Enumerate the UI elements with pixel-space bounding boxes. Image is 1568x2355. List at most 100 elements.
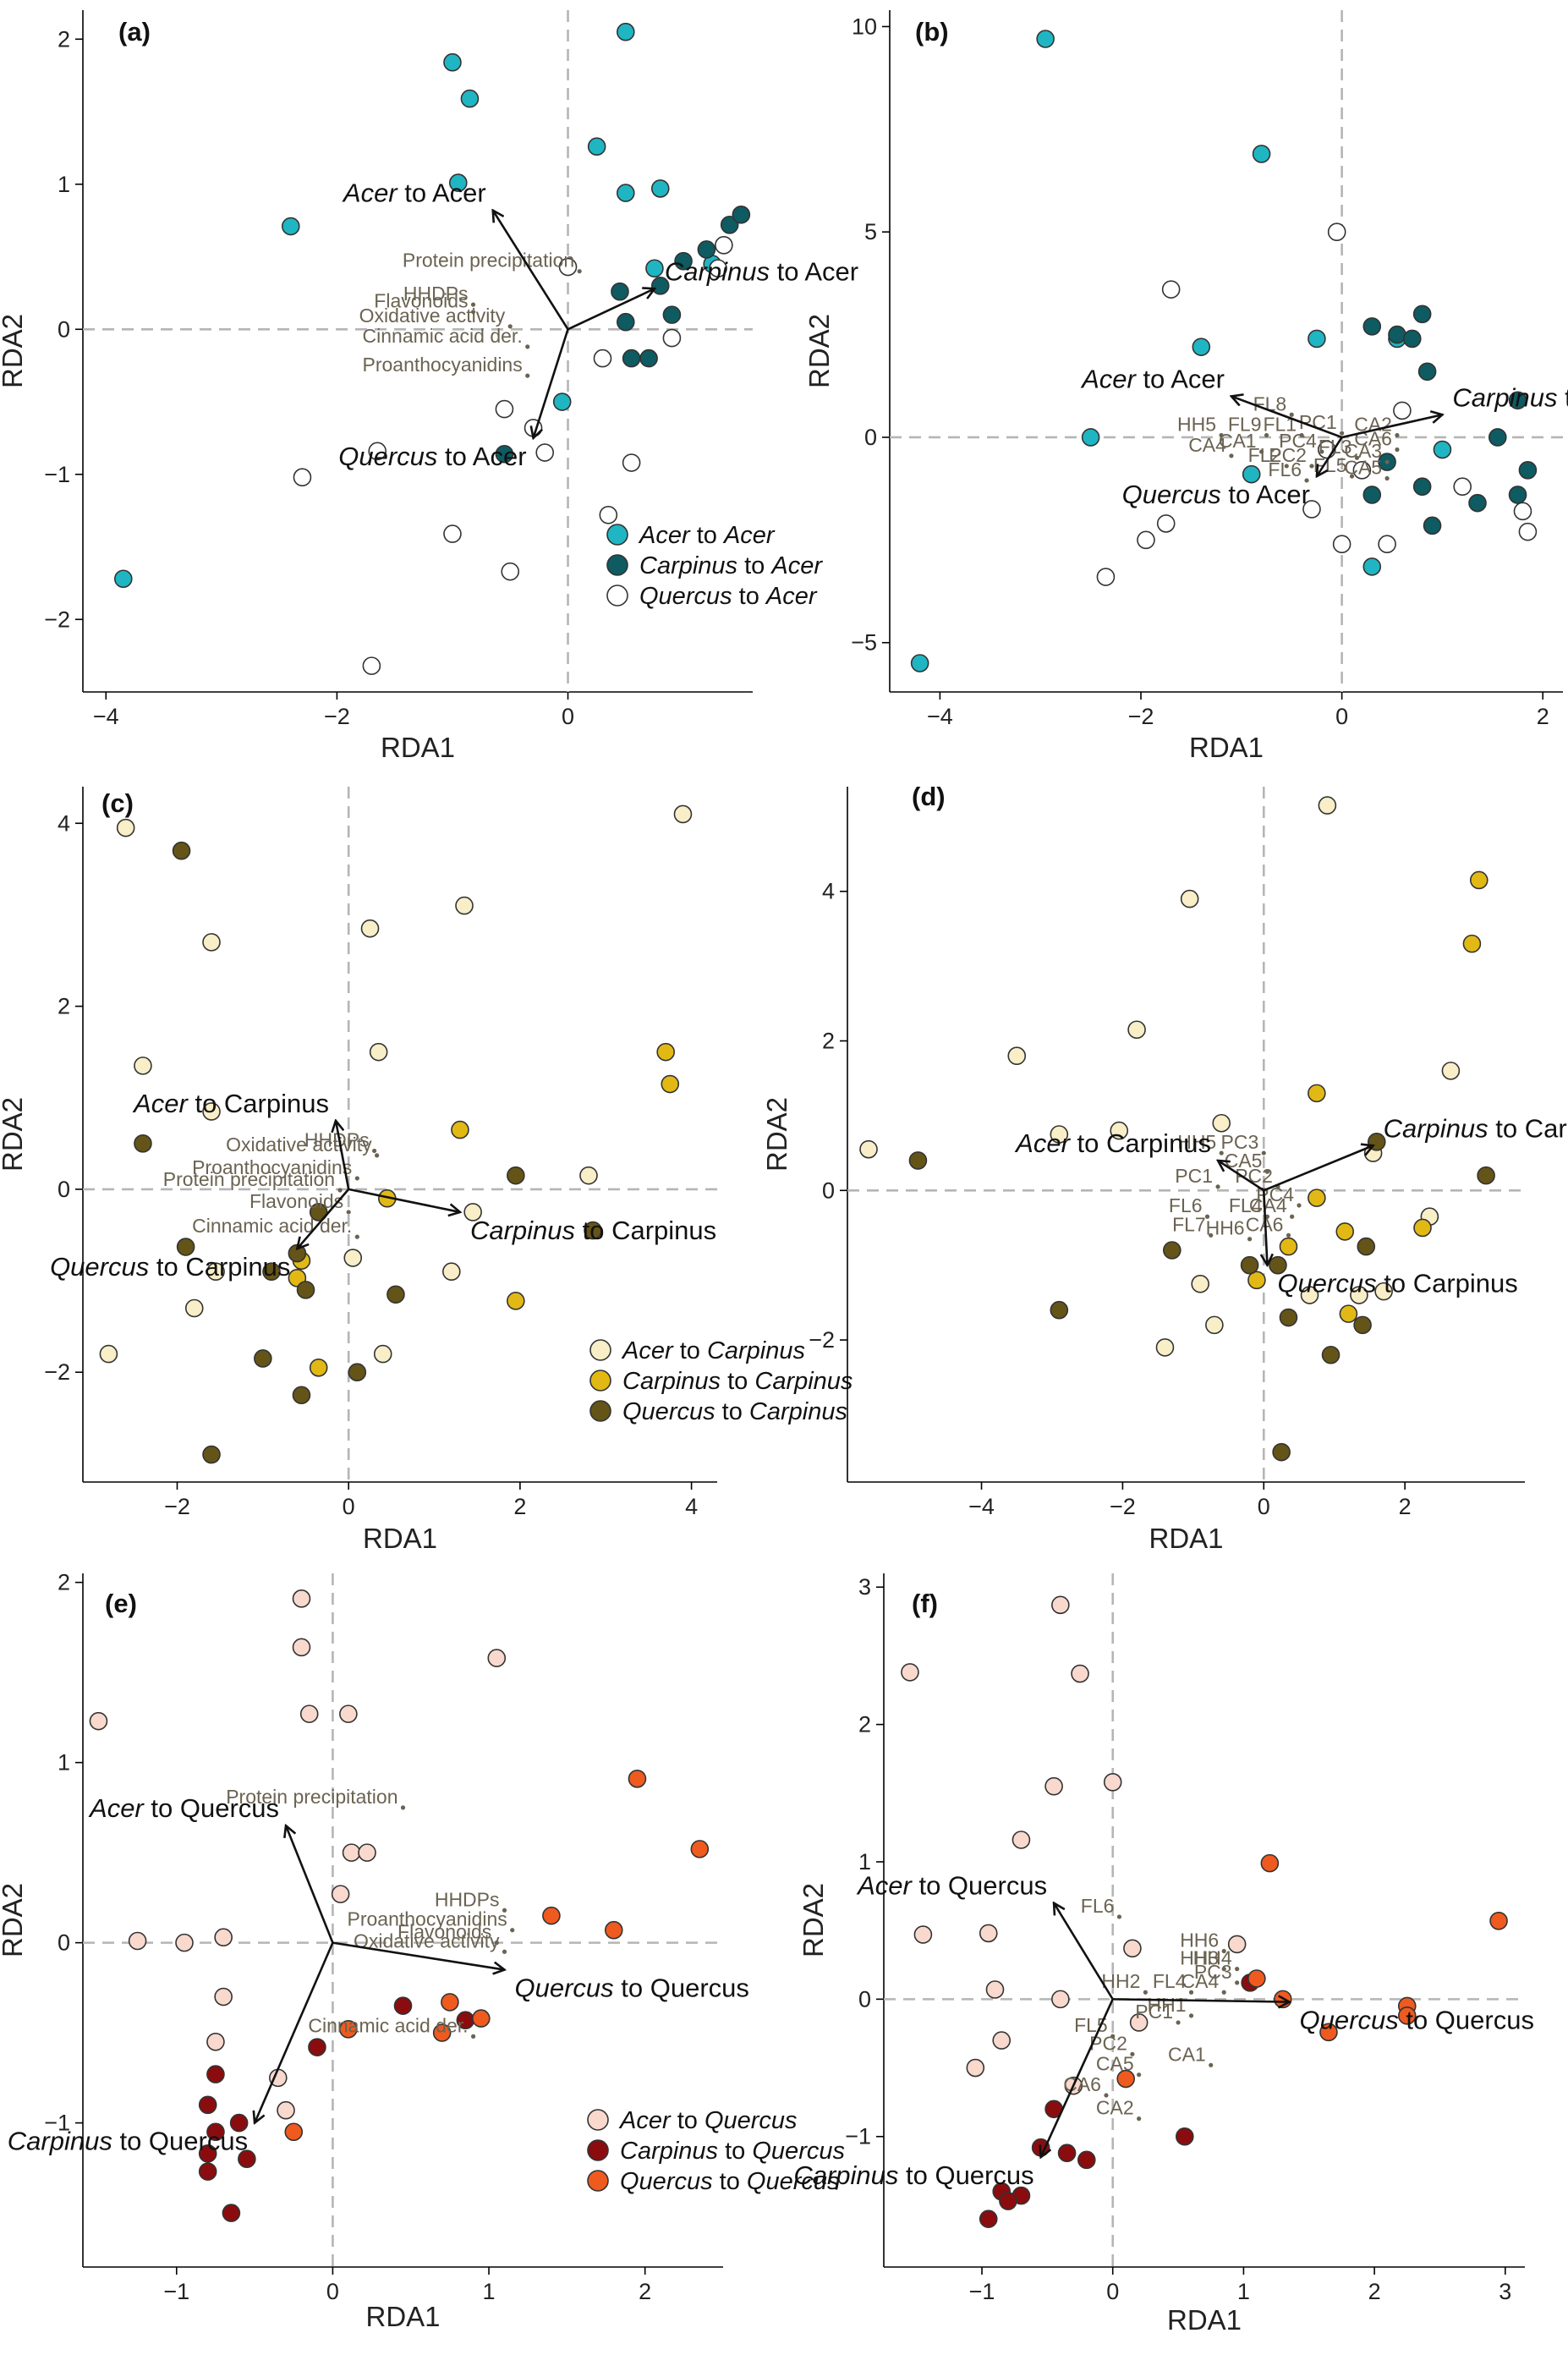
variable-dot [1209,1232,1214,1238]
legend-swatch [587,2170,609,2192]
x-tick-label: 4 [685,1494,698,1519]
variable-dot [1304,478,1309,483]
point-quercus-to-quercus [339,2020,358,2039]
y-tick-label: −1 [845,2124,871,2149]
point-quercus-to-acer [599,505,618,524]
y-tick-label: 1 [858,1849,871,1875]
variable-label: FL4 [1153,1970,1187,1992]
point-quercus-to-carpinus [1163,1241,1181,1260]
arrow-label-suffix: to Acer [770,256,858,286]
arrow-label: Quercus to Carpinus [50,1252,290,1282]
y-axis-title: RDA2 [0,1883,28,1957]
arrow-acer-to-quercus [1054,1903,1114,2001]
point-acer-to-carpinus [1318,796,1337,815]
legend-target: Quercus [705,2107,798,2134]
y-tick-label: 1 [58,172,70,197]
x-tick-label: −4 [93,704,119,729]
arrow-label-suffix: to Quercus [1399,2006,1534,2035]
arrow-label: Acer to Acer [342,178,486,208]
point-quercus-to-acer [1393,401,1412,420]
point-quercus-to-carpinus [176,1238,195,1256]
legend-connector: to [673,1337,707,1364]
point-carpinus-to-quercus [1175,2127,1194,2146]
point-acer-to-acer [1308,329,1326,349]
point-acer-to-quercus [985,1980,1005,1999]
y-tick-label: 3 [858,1574,871,1600]
point-quercus-to-quercus [1247,1969,1266,1988]
variable-dot [1264,1214,1270,1219]
arrow-quercus-to-quercus [332,1941,504,1970]
variable-dot [525,344,530,349]
variable-dot [1297,1203,1302,1208]
point-carpinus-to-acer [622,349,641,368]
variable-dot [470,302,476,307]
point-acer-to-carpinus [455,896,474,915]
point-quercus-to-carpinus [1357,1237,1376,1256]
x-tick-label: 0 [326,2279,339,2304]
arrow-label: Quercus to Carpinus [1277,1269,1517,1298]
variable-dot [1104,2093,1109,2098]
legend-swatch [606,585,628,607]
variable-dot [1137,2116,1142,2122]
point-acer-to-carpinus [1205,1315,1224,1335]
panel-label: (d) [912,782,946,811]
point-quercus-to-carpinus [387,1285,405,1304]
point-quercus-to-acer [1513,502,1532,521]
point-carpinus-to-acer [1518,461,1538,480]
point-quercus-to-acer [1453,477,1472,497]
point-carpinus-to-quercus [1077,2150,1096,2170]
legend-entry: Quercus to Carpinus [622,1398,847,1425]
point-carpinus-to-carpinus [1279,1237,1298,1256]
point-acer-to-acer [910,654,929,672]
variable-label: PC4 [1279,430,1317,452]
legend-species: Acer [618,2107,672,2134]
point-quercus-to-carpinus [1279,1308,1298,1327]
point-quercus-to-quercus [1319,2023,1338,2042]
point-quercus-to-carpinus [309,1203,328,1221]
point-carpinus-to-carpinus [1339,1304,1358,1323]
point-acer-to-carpinus [1110,1121,1129,1140]
variable-label: PC3 [1194,1961,1232,1983]
x-tick-label: 0 [1106,2279,1119,2304]
variable-dot [470,310,476,315]
legend-swatch [589,1339,611,1361]
point-quercus-to-acer [1137,530,1155,550]
variable-dot [502,1949,507,1954]
variable-label: Cinnamic acid der. [192,1215,352,1237]
legend-species: Carpinus [639,552,737,579]
legend-connector: to [718,2138,752,2165]
point-acer-to-quercus [1051,1595,1070,1615]
point-carpinus-to-carpinus [451,1120,469,1139]
variable-label: HH2 [1101,1970,1140,1992]
variable-label: PC1 [1135,2001,1173,2023]
arrow-label-suffix: to Quercus [898,2160,1033,2190]
arrow-label-species: Acer [1014,1128,1071,1158]
point-acer-to-carpinus [202,1102,221,1121]
variable-dot [1395,432,1400,438]
point-quercus-to-carpinus [1477,1166,1495,1185]
variable-label: CA4 [1181,1970,1219,1992]
variable-label: CA1 [1168,2043,1206,2065]
y-tick-label: 2 [58,1570,70,1595]
variable-dot [1143,1990,1148,1995]
arrow-label-species: Quercus [338,442,437,471]
point-quercus-to-carpinus [1050,1300,1069,1320]
x-tick-label: 0 [343,1494,355,1519]
point-carpinus-to-quercus [979,2210,998,2228]
panel-e: −1 0 1 2 −1 0 1 2 RDA1 RDA2 (e) Protein precipitati… [0,1570,845,2332]
point-carpinus-to-acer [720,216,739,234]
point-acer-to-quercus [292,1638,311,1657]
arrow-carpinus-to-carpinus [1263,1145,1373,1192]
point-acer-to-quercus [277,2100,295,2120]
variable-dot [1284,464,1289,469]
variable-label: FL7 [1172,1213,1206,1235]
point-quercus-to-acer [715,236,733,255]
variable-dot [375,1153,380,1158]
arrow-label: Carpinus to Carpinus [1384,1113,1568,1143]
point-carpinus-to-quercus [229,2113,249,2133]
variable-label: CA1 [1219,430,1257,452]
legend-connector: to [732,583,766,610]
y-tick-label: −5 [851,630,877,656]
